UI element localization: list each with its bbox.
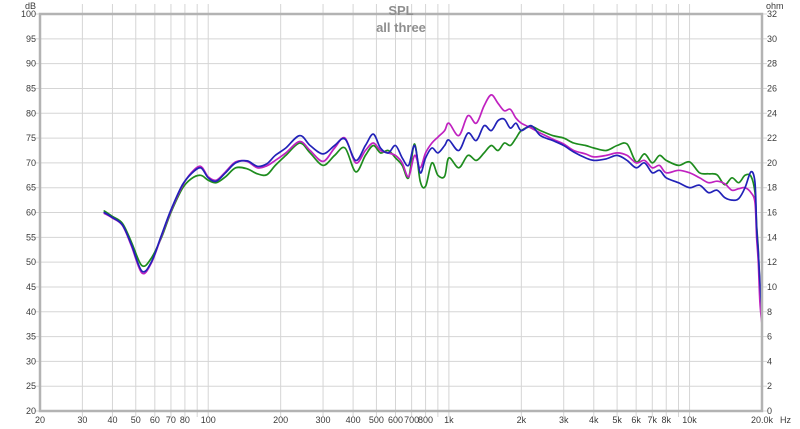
right-axis-tick-label: 18 [767, 183, 777, 193]
right-axis-tick-label: 4 [767, 356, 772, 366]
chart-title: SPL [388, 3, 414, 18]
right-axis-tick-label: 22 [767, 133, 777, 143]
x-axis-tick-label: 200 [273, 415, 288, 425]
left-axis-tick-label: 70 [26, 158, 36, 168]
x-axis-tick-label: 40 [107, 415, 117, 425]
right-axis-tick-label: 14 [767, 232, 777, 242]
right-axis-tick-label: 6 [767, 332, 772, 342]
right-axis-tick-label: 8 [767, 307, 772, 317]
x-axis-tick-label: 20 [35, 415, 45, 425]
left-axis-tick-label: 95 [26, 34, 36, 44]
x-axis-unit-label: Hz [780, 415, 791, 425]
x-axis-tick-label: 80 [180, 415, 190, 425]
left-axis-tick-label: 50 [26, 257, 36, 267]
x-axis-tick-label: 4k [589, 415, 599, 425]
x-axis-tick-label: 800 [418, 415, 433, 425]
left-axis-tick-label: 75 [26, 133, 36, 143]
curve-green [103, 125, 763, 303]
curve-blue [103, 117, 763, 313]
right-axis-tick-label: 26 [767, 83, 777, 93]
plot-border [38, 12, 764, 413]
left-axis-tick-label: 35 [26, 332, 36, 342]
left-axis-tick-label: 55 [26, 232, 36, 242]
x-axis-tick-label: 50 [131, 415, 141, 425]
left-axis-tick-label: 45 [26, 282, 36, 292]
x-axis-tick-label: 60 [150, 415, 160, 425]
right-axis-tick-label: 12 [767, 257, 777, 267]
left-axis-tick-label: 80 [26, 108, 36, 118]
x-axis-tick-label: 1k [444, 415, 454, 425]
x-axis-tick-label: 700 [404, 415, 419, 425]
left-axis-tick-label: 65 [26, 183, 36, 193]
x-axis-tick-label: 100 [201, 415, 216, 425]
left-axis-tick-label: 100 [21, 9, 36, 19]
right-axis-tick-label: 2 [767, 381, 772, 391]
left-axis-tick-label: 60 [26, 208, 36, 218]
left-axis-tick-label: 30 [26, 356, 36, 366]
x-axis-tick-label: 6k [631, 415, 641, 425]
curve-magenta [103, 94, 763, 326]
left-axis-tick-label: 20 [26, 406, 36, 416]
chart-subtitle: all three [376, 20, 426, 35]
x-axis-tick-label: 3k [559, 415, 569, 425]
right-axis-unit-label: ohm [766, 1, 784, 11]
right-axis-tick-label: 24 [767, 108, 777, 118]
x-axis-tick-label: 300 [316, 415, 331, 425]
right-axis-tick-label: 10 [767, 282, 777, 292]
right-axis-tick-label: 20 [767, 158, 777, 168]
x-axis-tick-label: 10k [682, 415, 697, 425]
x-axis-tick-label: 30 [77, 415, 87, 425]
x-axis-tick-label: 600 [388, 415, 403, 425]
x-axis-tick-label: 2k [517, 415, 527, 425]
left-axis-tick-label: 90 [26, 59, 36, 69]
right-axis-tick-label: 30 [767, 34, 777, 44]
right-axis-tick-label: 28 [767, 59, 777, 69]
x-axis-tick-label: 7k [648, 415, 658, 425]
x-axis-tick-label: 5k [612, 415, 622, 425]
right-axis-tick-label: 0 [767, 406, 772, 416]
left-axis-unit-label: dB [24, 1, 36, 11]
x-axis-tick-label: 8k [661, 415, 671, 425]
right-axis-tick-label: 16 [767, 208, 777, 218]
left-axis-tick-label: 85 [26, 83, 36, 93]
left-axis-tick-label: 40 [26, 307, 36, 317]
x-axis-tick-label: 500 [369, 415, 384, 425]
x-axis-tick-label: 70 [166, 415, 176, 425]
x-axis-tick-label: 400 [346, 415, 361, 425]
x-axis-tick-label: 20.0k [751, 415, 774, 425]
left-axis-tick-label: 25 [26, 381, 36, 391]
right-axis-tick-label: 32 [767, 9, 777, 19]
